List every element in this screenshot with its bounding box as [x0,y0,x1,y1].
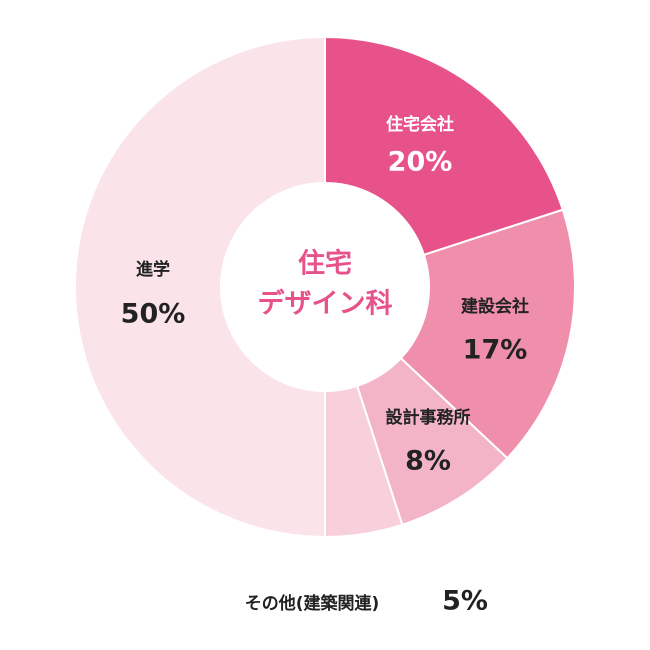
slice-label: 設計事務所 [386,407,471,428]
slice-label: 建設会社 [461,296,529,317]
slice-label: その他(建築関連) [245,593,380,614]
donut-hole [220,182,430,392]
value-label: 5% [442,586,488,617]
slice-label: 住宅会社 [386,114,454,135]
value-label: 50% [121,299,186,330]
value-label: 8% [405,446,451,477]
value-label: 20% [388,147,453,178]
chart-title: 住宅 [298,248,352,280]
slice [74,35,326,539]
value-label: 17% [463,335,528,366]
slice-label: 進学 [136,259,170,280]
chart-title: デザイン科 [258,288,393,320]
